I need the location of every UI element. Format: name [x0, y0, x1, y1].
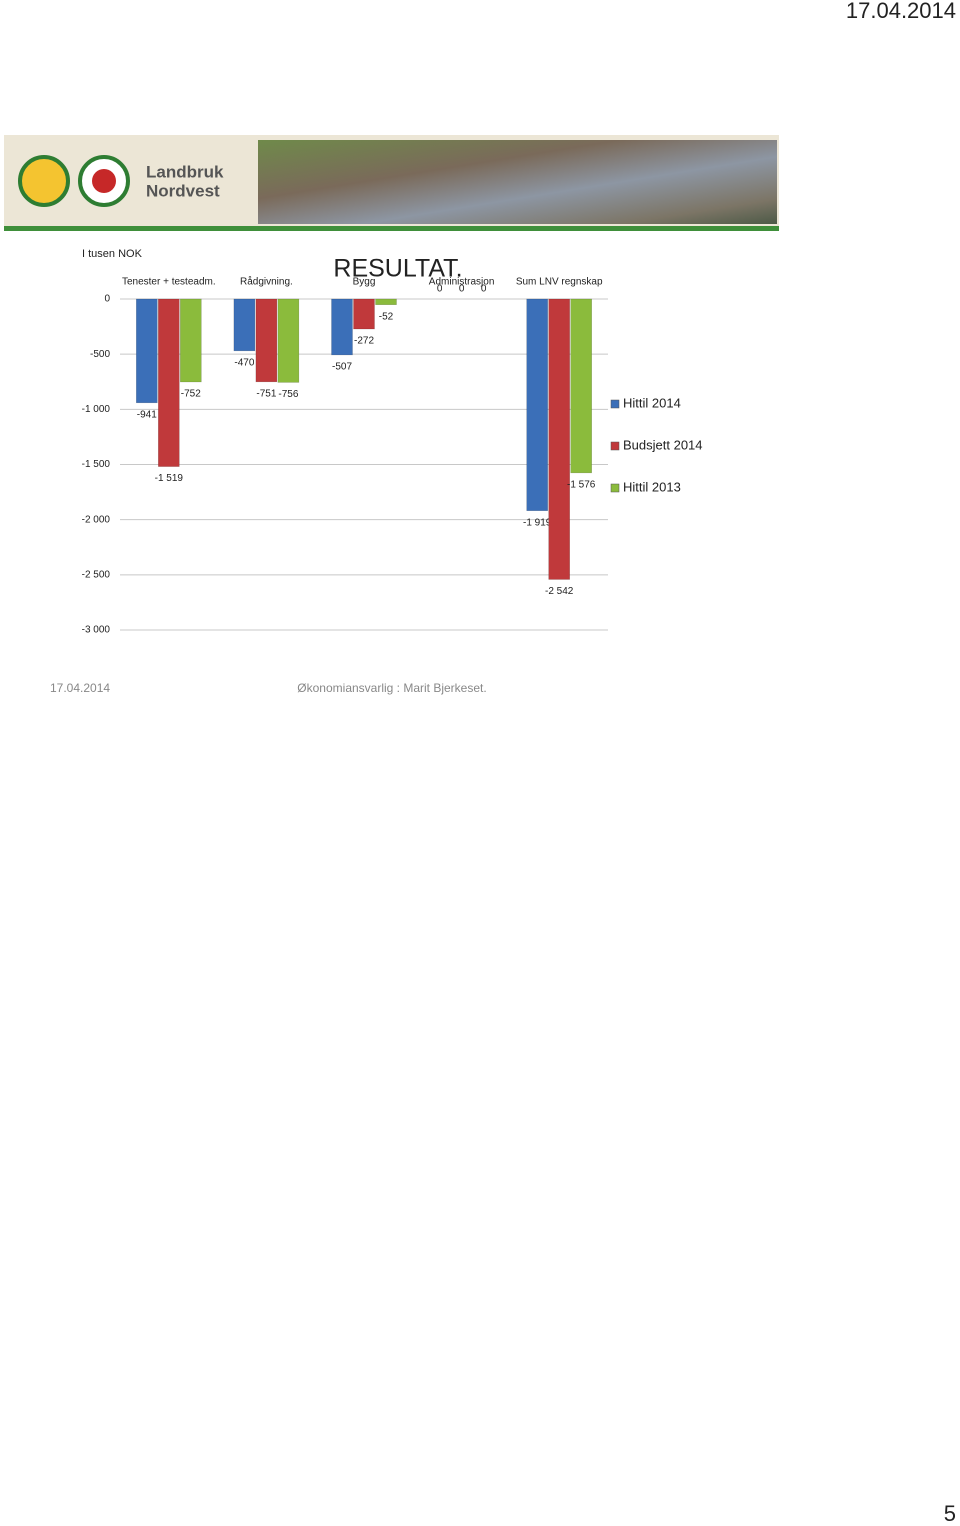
page-number: 5: [944, 1501, 956, 1526]
y-tick-label: -500: [90, 349, 110, 360]
logo-left: [18, 155, 70, 207]
legend-label: Hittil 2013: [623, 479, 681, 494]
value-label: 0: [437, 284, 443, 295]
bar: [331, 298, 353, 356]
footer-date: 17.04.2014: [50, 681, 110, 695]
value-label: -1 919: [523, 517, 552, 528]
value-label: 0: [459, 284, 465, 295]
y-tick-label: -3 000: [82, 625, 111, 636]
bar: [526, 298, 548, 511]
plot: 0 -500 -1 000 -1 500 -2 000 -2 500 -3 000 Tenes…: [82, 276, 703, 636]
y-axis-label: I tusen NOK: [82, 248, 143, 260]
value-label: -470: [234, 357, 254, 368]
logo-nlt-core: [92, 169, 116, 193]
value-label: -752: [181, 389, 201, 400]
value-label: -52: [379, 311, 394, 322]
banner: Landbruk Nordvest: [4, 135, 779, 231]
y-tick-label: -1 500: [82, 459, 111, 470]
bar: [180, 298, 202, 383]
legend-swatch: [610, 483, 620, 493]
value-label: -272: [354, 336, 374, 347]
bar: [375, 298, 397, 305]
value-label: -941: [137, 409, 157, 420]
value-label: -507: [332, 362, 352, 373]
footer-author: Økonomiansvarlig : Marit Bjerkeset.: [297, 681, 486, 695]
bar: [353, 298, 375, 330]
value-label: -751: [256, 389, 276, 400]
legend-swatch: [610, 399, 620, 409]
x-tick-label: Tenester + testeadm.: [122, 277, 216, 288]
bar: [158, 298, 180, 467]
bar: [255, 298, 278, 383]
legend-label: Hittil 2014: [623, 395, 681, 410]
bar: [136, 298, 158, 404]
x-tick-label: Administrasjon: [429, 277, 495, 288]
x-tick-label: Sum LNV regnskap: [516, 277, 603, 288]
value-label: -756: [278, 389, 298, 400]
banner-line: Landbruk: [146, 162, 224, 181]
value-label: -2 542: [545, 586, 574, 597]
bar: [233, 298, 256, 352]
x-tick-label: Bygg: [353, 277, 376, 288]
bar: [548, 298, 570, 580]
banner-photo: [258, 140, 777, 224]
y-tick-label: 0: [104, 294, 110, 305]
banner-line: Nordvest: [146, 181, 220, 200]
bar: [570, 298, 592, 474]
value-label: 0: [481, 284, 487, 295]
chart-title: RESULTAT.: [333, 255, 462, 283]
value-label: -1 519: [155, 473, 184, 484]
legend-swatch: [610, 441, 620, 451]
y-tick-label: -1 000: [82, 404, 111, 415]
bar: [277, 298, 300, 383]
banner-stripe: [4, 226, 779, 231]
x-tick-label: Rådgivning.: [240, 276, 293, 288]
value-label: -1 576: [567, 480, 596, 491]
y-tick-label: -2 500: [82, 569, 111, 580]
y-tick-label: -2 000: [82, 514, 111, 525]
header-date: 17.04.2014: [846, 0, 956, 23]
legend-label: Budsjett 2014: [623, 437, 703, 452]
